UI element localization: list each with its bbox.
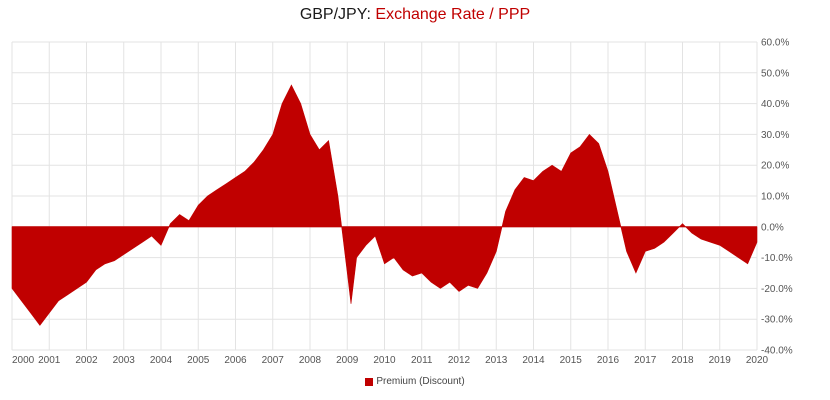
- x-tick-label: 2008: [299, 355, 322, 366]
- y-tick-label: -40.0%: [761, 346, 793, 357]
- x-tick-label: 2020: [746, 355, 769, 366]
- legend-swatch: [365, 377, 374, 386]
- y-tick-label: 10.0%: [761, 192, 789, 203]
- x-tick-label: 2007: [262, 355, 285, 366]
- series-area-group: [11, 84, 758, 326]
- x-tick-label: 2014: [522, 355, 545, 366]
- x-tick-label: 2003: [113, 355, 136, 366]
- y-tick-label: 0.0%: [761, 222, 784, 233]
- y-tick-label: 30.0%: [761, 130, 789, 141]
- x-tick-label: 2005: [187, 355, 210, 366]
- x-tick-label: 2018: [671, 355, 694, 366]
- x-tick-label: 2006: [224, 355, 247, 366]
- series-area: [11, 84, 758, 326]
- legend-label: Premium (Discount): [376, 376, 465, 387]
- y-tick-label: 60.0%: [761, 38, 789, 49]
- x-tick-label: 2001: [38, 355, 61, 366]
- y-tick-label: 40.0%: [761, 99, 789, 110]
- x-tick-label: 2010: [373, 355, 396, 366]
- chart-title-main: GBP/JPY:: [299, 6, 376, 23]
- x-tick-label: 2012: [448, 355, 471, 366]
- y-tick-label: -10.0%: [761, 253, 793, 264]
- legend: Premium (Discount): [0, 376, 830, 387]
- x-tick-label: 2004: [150, 355, 173, 366]
- x-tick-label: 2011: [411, 355, 433, 366]
- y-tick-label: 20.0%: [761, 161, 789, 172]
- y-tick-label: -30.0%: [761, 315, 793, 326]
- x-tick-label: 2019: [709, 355, 732, 366]
- x-tick-label: 2000: [12, 355, 35, 366]
- x-tick-label: 2017: [634, 355, 657, 366]
- y-tick-label: 50.0%: [761, 68, 789, 79]
- chart-title: GBP/JPY: Exchange Rate / PPP: [0, 6, 830, 24]
- x-tick-label: 2016: [597, 355, 620, 366]
- x-tick-label: 2013: [485, 355, 508, 366]
- chart-title-accent: Exchange Rate / PPP: [375, 6, 531, 23]
- x-tick-label: 2015: [560, 355, 583, 366]
- y-tick-label: -20.0%: [761, 284, 793, 295]
- x-axis-ticks: 2000 2001 2002 2003 2004 2005 2006 2007 2008 2009…: [12, 355, 769, 366]
- grid-lines: [11, 41, 758, 351]
- y-axis-ticks: 60.0% 50.0% 40.0% 30.0% 20.0% 10.0% 0.0% -10.0%…: [761, 38, 793, 357]
- x-tick-label: 2009: [336, 355, 359, 366]
- x-tick-label: 2002: [75, 355, 98, 366]
